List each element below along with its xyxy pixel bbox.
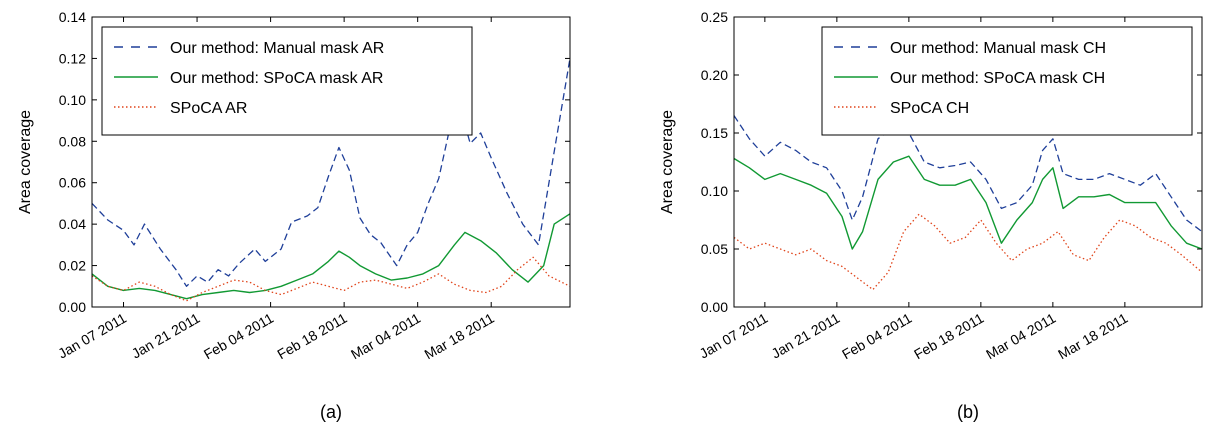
chart-panel-a: 0.00 0.02 0.04 0.06 0.08 0.10 0.12 0.14 Jan 07 2… [17,9,570,422]
y-tick-label: 0.25 [701,9,728,25]
legend-label: Our method: SPoCA mask AR [170,70,383,87]
y-tick-label: 0.05 [701,241,728,257]
legend: Our method: Manual mask CH Our method: SP… [822,27,1192,135]
y-tick-label: 0.06 [59,175,86,191]
series-line-3 [92,257,570,301]
x-tick-label: Mar 04 2011 [348,310,423,363]
legend-label: SPoCA AR [170,100,247,117]
y-tick-label: 0.15 [701,125,728,141]
y-tick-label: 0.04 [59,216,86,232]
y-tick-label: 0.14 [59,9,86,25]
y-axis-label: Area coverage [17,110,34,214]
x-tick-label: Jan 07 2011 [55,310,129,362]
legend-label: Our method: Manual mask CH [890,40,1106,57]
y-tick-label: 0.10 [701,183,728,199]
x-tick-label: Jan 07 2011 [697,310,771,362]
x-tick-label: Feb 04 2011 [201,310,276,363]
x-tick-label: Jan 21 2011 [129,310,203,362]
x-tick-label: Jan 21 2011 [769,310,843,362]
series-line-3 [734,214,1202,289]
x-tick-label: Feb 04 2011 [839,310,914,363]
series-line-2 [92,214,570,299]
y-tick-label: 0.00 [701,299,728,315]
y-tick-label: 0.20 [701,67,728,83]
y-axis-label: Area coverage [659,110,676,214]
legend: Our method: Manual mask AR Our method: SP… [102,27,472,135]
x-tick-label: Mar 18 2011 [1055,310,1130,363]
x-tick-label: Mar 18 2011 [422,310,497,363]
y-tick-label: 0.08 [59,133,86,149]
y-tick-label: 0.02 [59,258,86,274]
legend-label: SPoCA CH [890,100,969,117]
y-tick-label: 0.12 [59,50,86,66]
panel-caption: (a) [320,402,342,422]
x-tick-label: Mar 04 2011 [983,310,1058,363]
panel-caption: (b) [957,402,979,422]
x-tick-label: Feb 18 2011 [911,310,986,363]
y-tick-label: 0.10 [59,92,86,108]
legend-label: Our method: SPoCA mask CH [890,70,1105,87]
y-tick-label: 0.00 [59,299,86,315]
x-tick-label: Feb 18 2011 [274,310,349,363]
legend-label: Our method: Manual mask AR [170,40,384,57]
